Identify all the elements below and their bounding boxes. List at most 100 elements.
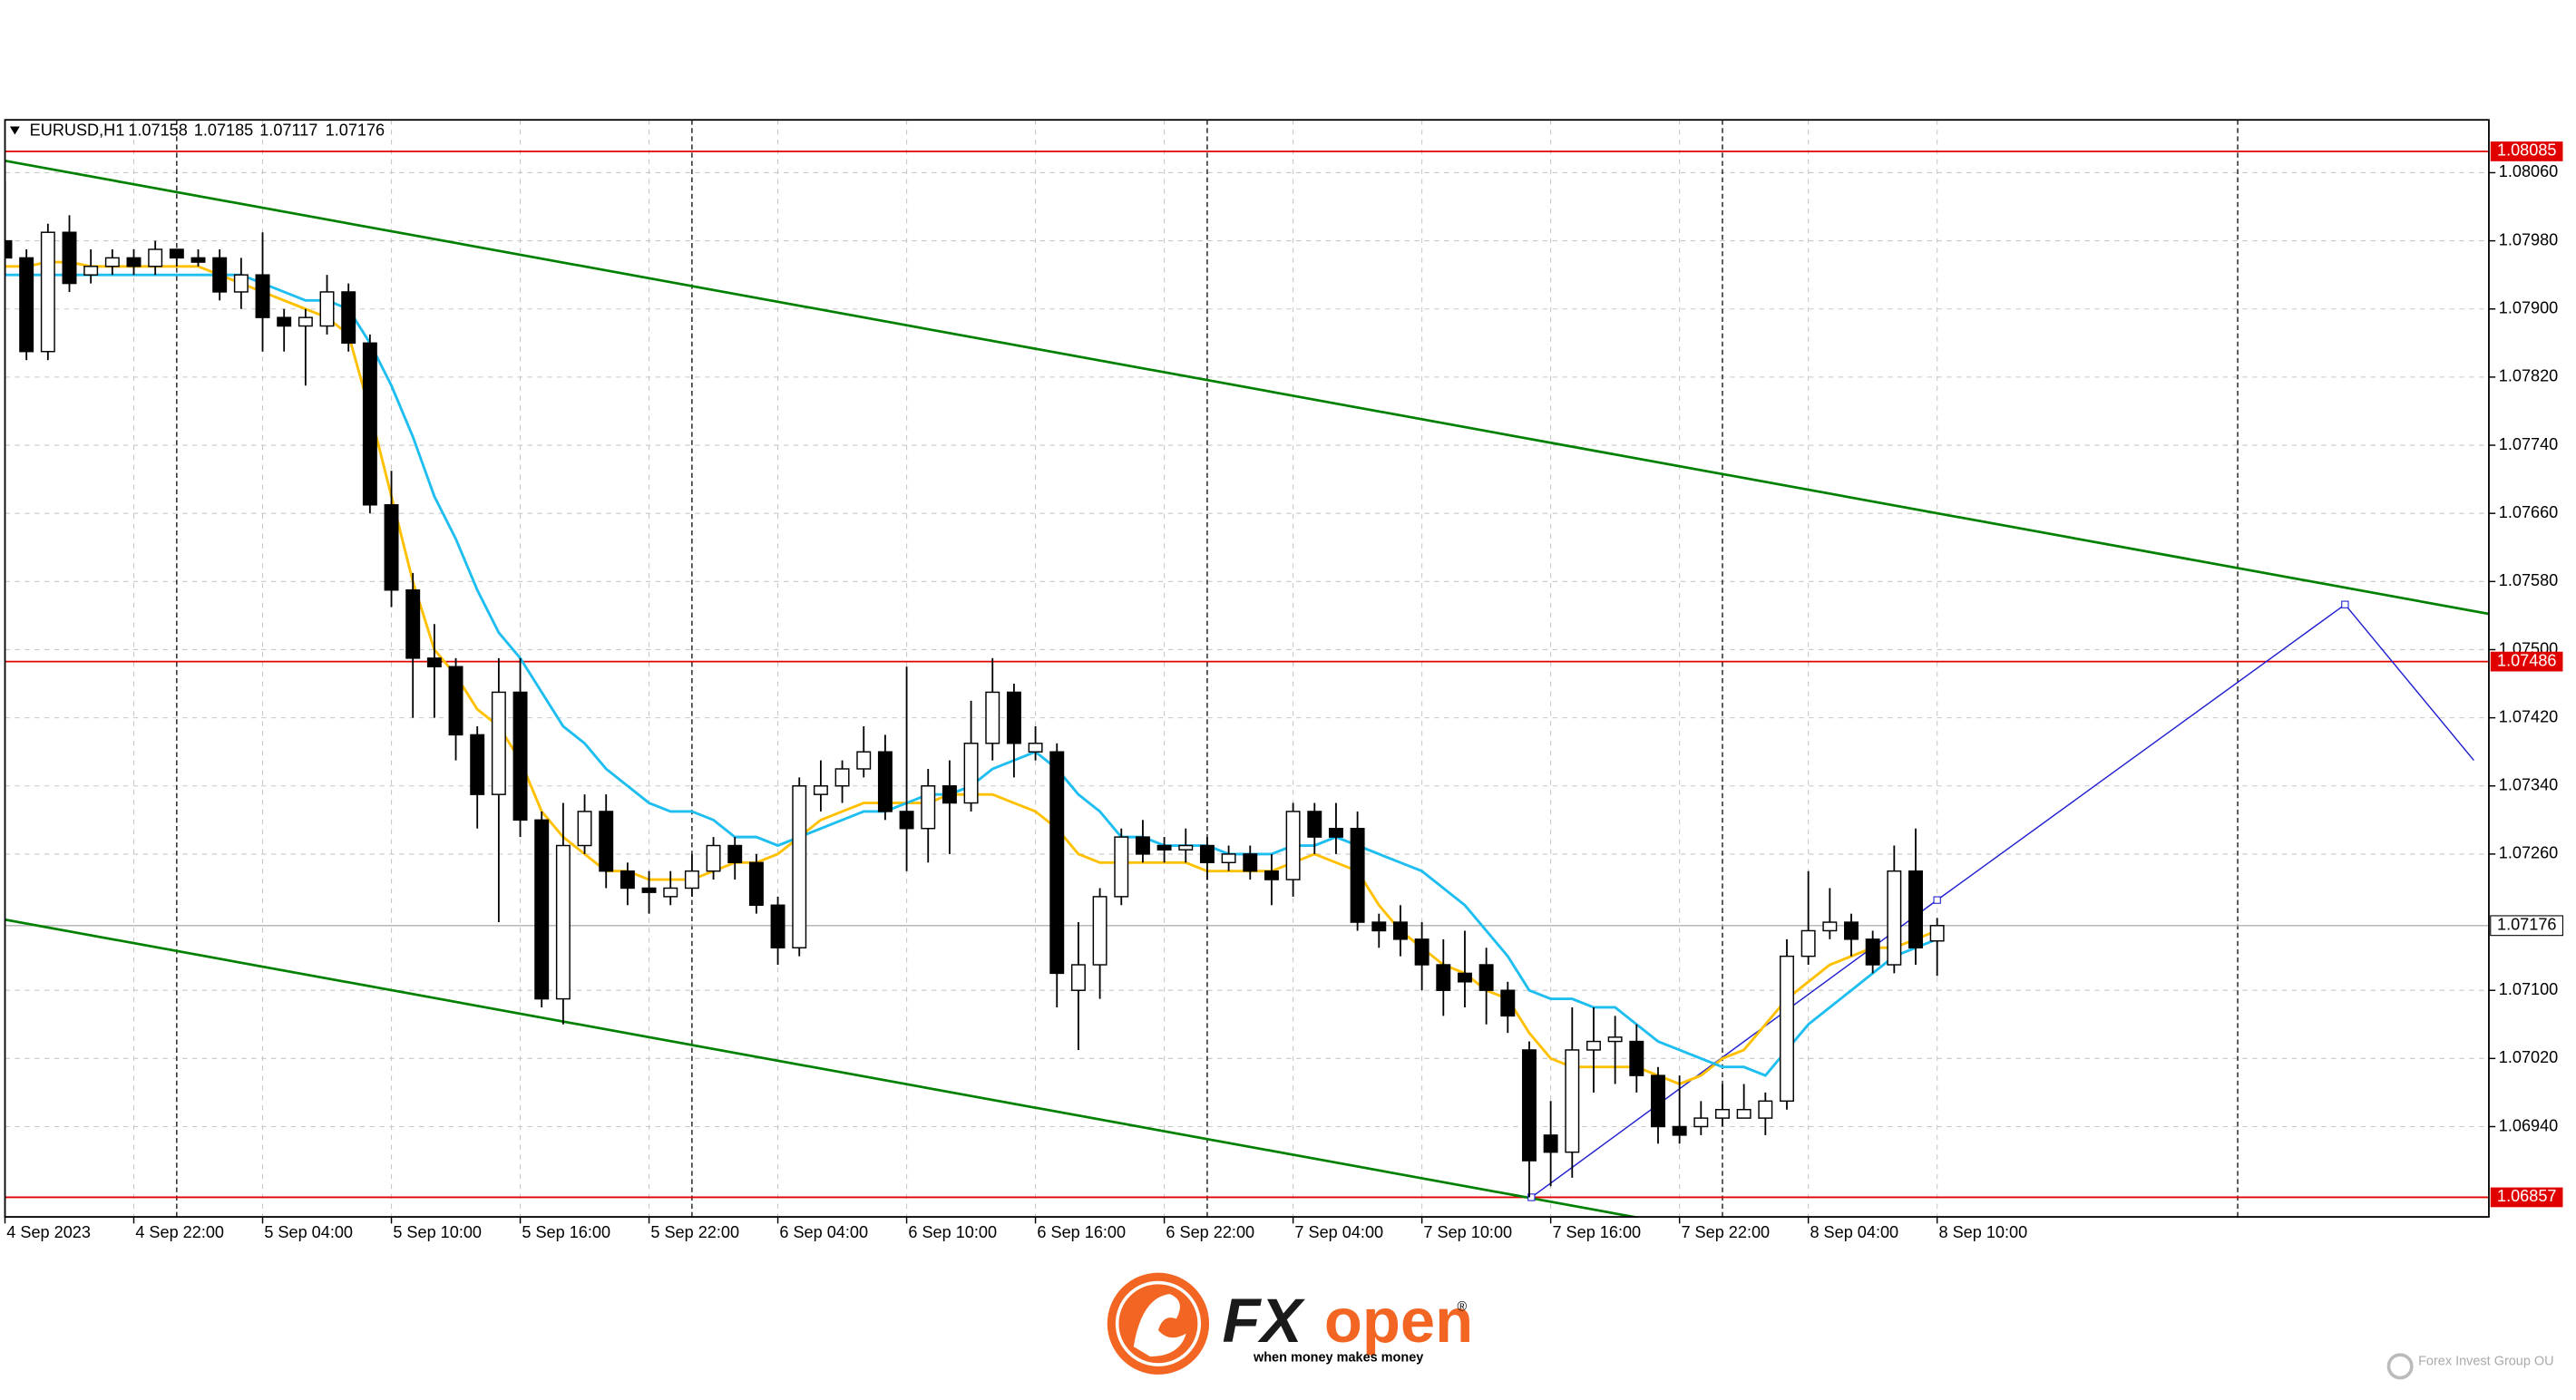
candle-body — [706, 844, 721, 872]
candle-body — [555, 844, 571, 1000]
x-tick-label: 6 Sep 16:00 — [1037, 1223, 1126, 1241]
candle-body — [1780, 955, 1794, 1103]
candle-body — [727, 844, 743, 864]
x-tick-label: 5 Sep 16:00 — [522, 1223, 610, 1241]
candle-body — [169, 248, 184, 259]
candle-body — [190, 257, 206, 263]
candle-body — [277, 316, 292, 327]
level-label: 1.07486 — [2497, 651, 2556, 669]
candle-body — [599, 811, 614, 872]
candle-body — [448, 666, 463, 736]
candle-body — [40, 231, 55, 353]
candle-body — [1457, 972, 1472, 983]
candle-body — [1629, 1040, 1644, 1076]
candle-body — [362, 342, 377, 506]
candle-body — [1178, 844, 1194, 851]
x-tick-label: 4 Sep 22:00 — [135, 1223, 224, 1241]
candle-body — [1586, 1040, 1601, 1051]
candle-body — [963, 743, 979, 804]
candle-body — [1521, 1049, 1537, 1162]
candle-body — [534, 819, 550, 1000]
candle-body — [1070, 964, 1086, 991]
x-tick-label: 5 Sep 04:00 — [264, 1223, 353, 1241]
candle-body — [641, 887, 657, 893]
candle-body — [792, 785, 807, 948]
candle-body — [985, 691, 1000, 744]
level-label-box — [2490, 651, 2563, 672]
candle-body — [1436, 964, 1451, 991]
footer-company: Forex Invest Group OU — [2418, 1354, 2554, 1368]
candle-body — [684, 870, 699, 890]
candle-body — [83, 266, 99, 276]
candle-body — [405, 588, 421, 659]
candle-body — [1350, 828, 1365, 923]
trendline — [5, 918, 1641, 1218]
candle-body — [1049, 751, 1065, 975]
logo-fx: FX — [1223, 1286, 1306, 1356]
axes: 1.08060 1.07980 1.07900 1.07820 1.07740 1.076… — [4, 141, 2563, 1241]
candle-body — [1328, 828, 1343, 838]
candle-body — [899, 811, 914, 830]
candle-body — [1285, 811, 1301, 880]
trendline — [1530, 603, 2474, 1199]
candle-body — [1865, 938, 1880, 966]
trendline-anchor — [1933, 896, 1941, 904]
y-tick-label: 1.07660 — [2499, 503, 2558, 521]
candle-body — [1500, 989, 1516, 1017]
x-tick-label: 5 Sep 22:00 — [650, 1223, 739, 1241]
level-label-box — [2490, 1187, 2563, 1208]
candle-body — [1800, 929, 1816, 958]
candle-body — [212, 257, 228, 293]
candle-body — [341, 291, 356, 345]
candle-body — [126, 257, 141, 267]
candle-body — [233, 274, 249, 293]
candle-body — [255, 274, 270, 318]
candle-body — [512, 691, 528, 822]
candle-body — [1758, 1100, 1773, 1119]
candle-body — [748, 861, 764, 906]
y-tick-label: 1.08060 — [2499, 162, 2558, 180]
candle-body — [491, 691, 506, 795]
candle-body — [1006, 691, 1021, 744]
logo-emblem-ring — [1115, 1280, 1202, 1366]
candle-body — [384, 504, 399, 591]
trendline-anchor — [2341, 600, 2349, 608]
candle-body — [1199, 844, 1215, 864]
x-tick-label: 6 Sep 22:00 — [1166, 1223, 1254, 1241]
symbol-title: EURUSD,H1 — [30, 122, 125, 140]
candle-body — [5, 239, 13, 259]
candle-body — [1565, 1049, 1580, 1153]
candle-body — [1693, 1117, 1709, 1128]
candle-body — [1221, 853, 1236, 864]
x-tick-label: 8 Sep 10:00 — [1938, 1223, 2027, 1241]
header-low: 1.07117 — [259, 122, 317, 140]
candle-body — [1264, 870, 1279, 880]
x-tick-label: 8 Sep 04:00 — [1810, 1223, 1898, 1241]
candle-body — [298, 316, 313, 327]
y-tick-label: 1.07820 — [2499, 367, 2558, 385]
grid — [4, 120, 2489, 1218]
trendline-anchor — [1527, 1193, 1536, 1201]
y-tick-label: 1.07100 — [2499, 980, 2558, 998]
y-tick-label: 1.07580 — [2499, 571, 2558, 589]
candle-body — [834, 768, 850, 787]
candle-body — [19, 257, 34, 353]
logo: FX open ® when money makes money — [1107, 1272, 1473, 1375]
candle-body — [1543, 1134, 1558, 1153]
trendline — [5, 159, 2489, 616]
footer-icon — [2386, 1353, 2414, 1380]
current-price-label: 1.07176 — [2497, 916, 2556, 934]
candle-body — [426, 657, 442, 667]
x-tick-label: 6 Sep 10:00 — [908, 1223, 997, 1241]
header-high: 1.07185 — [194, 122, 253, 140]
candle-body — [813, 785, 828, 795]
x-tick-label: 4 Sep 2023 — [6, 1223, 91, 1241]
candle-body — [1156, 844, 1172, 851]
candle-body — [470, 734, 485, 795]
plot — [5, 151, 2489, 1218]
candle-body — [1929, 925, 1945, 942]
y-tick-label: 1.07980 — [2499, 230, 2558, 248]
x-tick-label: 5 Sep 10:00 — [393, 1223, 482, 1241]
candle-body — [1822, 921, 1838, 932]
